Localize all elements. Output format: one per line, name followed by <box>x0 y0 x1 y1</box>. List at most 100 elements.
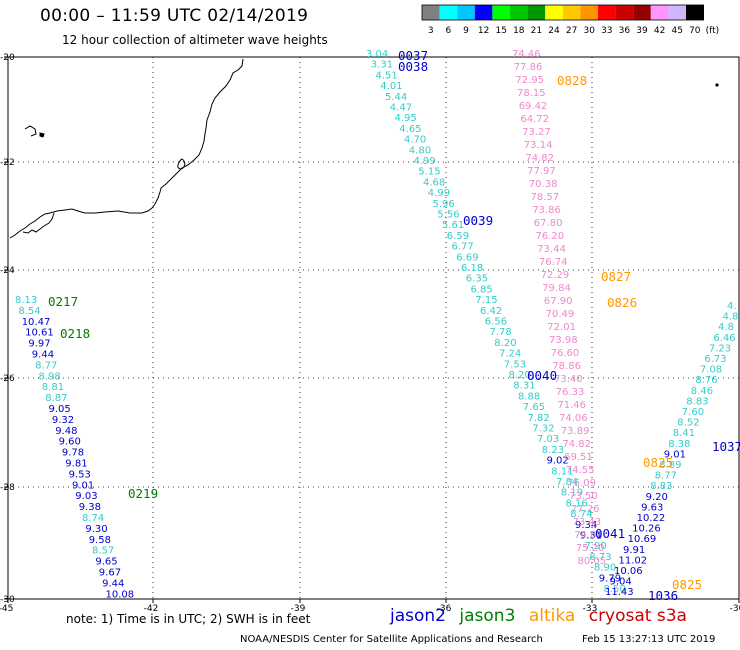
coastline <box>9 58 244 239</box>
track-center-value-36: 7.03 <box>537 434 559 445</box>
map-gridlines <box>8 57 739 599</box>
colorbar-swatch-9 <box>580 5 598 20</box>
colorbar-swatch-6 <box>527 5 546 20</box>
track-pink-value-28: 74.06 <box>559 413 588 424</box>
track-center-value-4: 5.44 <box>385 92 407 103</box>
track-right-value-1: 4.8 <box>723 312 739 323</box>
track-pink-value-8: 74.82 <box>525 153 554 164</box>
track-pink-value-11: 78.57 <box>531 192 560 203</box>
track-right-value-21: 10.26 <box>632 524 661 535</box>
pass-time-7: 0217 <box>48 294 78 309</box>
track-pink-value-14: 76.20 <box>536 231 565 242</box>
track-left-value-1: 8.54 <box>18 306 40 317</box>
track-center-value-46: 7.90 <box>585 541 607 552</box>
colorbar-label-1: 6 <box>446 26 452 36</box>
track-left-value-11: 9.32 <box>52 415 74 426</box>
pass-time-4: 0041 <box>595 526 625 541</box>
track-pink-value-33: 76.09 <box>567 478 596 489</box>
track-pink-value-9: 77.97 <box>527 166 556 177</box>
lat-tick-label-1: -22 <box>0 158 15 168</box>
track-center-value-42: 8.16 <box>566 498 588 509</box>
track-center-value-37: 8.23 <box>542 445 564 456</box>
track-pink-value-38: 75.20 <box>576 543 605 554</box>
track-pink-value-26: 76.33 <box>556 387 585 398</box>
track-right-value-17: 8.83 <box>650 481 672 492</box>
track-left-value-5: 9.44 <box>32 350 54 361</box>
wave-height-labels: 8.138.5410.4710.619.979.448.778.988.818.… <box>15 49 738 600</box>
track-center-value-48: 8.90 <box>594 563 616 574</box>
track-center-value-6: 4.95 <box>395 113 417 124</box>
pass-time-12: 0826 <box>607 295 637 310</box>
coastline-lagoon <box>177 158 186 170</box>
track-center-value-44: 9.34 <box>575 520 597 531</box>
track-center-value-47: 8.73 <box>589 552 611 563</box>
track-center-value-19: 6.69 <box>456 252 478 263</box>
track-center-value-39: 8.11 <box>551 466 573 477</box>
colorbar-swatch-4 <box>492 5 510 20</box>
lat-tick-label-2: -24 <box>0 266 15 276</box>
track-left-value-6: 8.77 <box>35 360 57 371</box>
track-center-value-38: 9.02 <box>547 456 569 467</box>
track-pink-value-16: 76.74 <box>539 257 568 268</box>
colorbar-swatch-10 <box>598 5 616 20</box>
colorbar-label-9: 30 <box>583 26 595 36</box>
track-right-value-0: 4. <box>727 301 737 312</box>
track-left-value-17: 9.01 <box>72 480 94 491</box>
satellite-legend: jason2 jason3 altika cryosat s3a <box>390 606 695 626</box>
lon-tick-label-4: -33 <box>583 604 598 614</box>
axis-labels: -45 -42 -39 -36 -33 -30 -20 -22 -24 -26 -28 -30 <box>0 53 740 614</box>
colorbar-swatch-13 <box>650 5 669 20</box>
track-left-value-25: 9.67 <box>99 568 121 579</box>
track-center-value-5: 4.47 <box>390 103 412 114</box>
track-right-value-22: 10.69 <box>628 534 657 545</box>
track-center-value-18: 6.77 <box>452 242 474 253</box>
track-center-value-35: 7.32 <box>532 424 554 435</box>
track-right-value-11: 8.52 <box>677 418 699 429</box>
track-pink-value-37: 74.65 <box>574 530 603 541</box>
track-center-value-32: 8.88 <box>518 391 540 402</box>
colorbar-label-8: 27 <box>566 26 577 36</box>
colorbar-swatch-12 <box>633 5 651 20</box>
track-left-value-0: 8.13 <box>15 295 37 306</box>
pass-time-13: 0825 <box>643 455 673 470</box>
track-pink-value-7: 73.14 <box>524 140 553 151</box>
track-left-value-3: 10.61 <box>25 328 54 339</box>
footer-credit: NOAA/NESDIS Center for Satellite Applica… <box>240 634 543 645</box>
track-left-value-16: 9.53 <box>69 469 91 480</box>
lon-tick-label-2: -39 <box>291 604 306 614</box>
track-center-value-24: 6.42 <box>480 306 502 317</box>
pass-time-5: 1036 <box>648 588 678 603</box>
track-right-value-19: 9.63 <box>641 502 663 513</box>
pass-time-10: 0828 <box>557 73 587 88</box>
lat-tick-label-0: -20 <box>0 53 15 63</box>
track-pink-value-6: 73.27 <box>522 127 551 138</box>
track-pink-value-35: 77.26 <box>571 504 600 515</box>
colorbar-swatch-15 <box>686 5 704 20</box>
colorbar-label-0: 3 <box>428 26 434 36</box>
track-right-value-3: 6.46 <box>713 333 735 344</box>
track-pink-value-39: 80.05 <box>578 556 607 567</box>
track-right-value-24: 11.02 <box>619 555 648 566</box>
track-left-value-22: 9.58 <box>89 535 111 546</box>
track-pink-value-2: 72.95 <box>515 75 544 86</box>
track-right-value-4: 7.23 <box>709 343 731 354</box>
track-pink-value-24: 78.86 <box>552 361 581 372</box>
colorbar-label-15: 70 <box>689 26 701 36</box>
track-pink-value-10: 70.38 <box>529 179 558 190</box>
legend-jason2: jason2 <box>390 606 446 626</box>
track-right-value-10: 7.60 <box>682 407 704 418</box>
track-center-value-14: 5.96 <box>433 199 455 210</box>
track-left-value-12: 9.48 <box>55 426 77 437</box>
track-left-value-26: 9.44 <box>102 578 124 589</box>
track-pink-value-17: 72.29 <box>541 270 570 281</box>
track-center-value-11: 5.15 <box>418 167 440 178</box>
track-left-value-18: 9.03 <box>75 491 97 502</box>
track-right-value-12: 8.41 <box>673 428 695 439</box>
track-center-value-50: 8.50 <box>604 584 626 595</box>
footnote: note: 1) Time is in UTC; 2) SWH is in fe… <box>66 612 311 626</box>
track-center-value-33: 7.65 <box>523 402 545 413</box>
colorbar-label-11: 36 <box>619 26 631 36</box>
coastline-brazil <box>9 58 244 239</box>
track-center-value-43: 8.74 <box>570 509 592 520</box>
